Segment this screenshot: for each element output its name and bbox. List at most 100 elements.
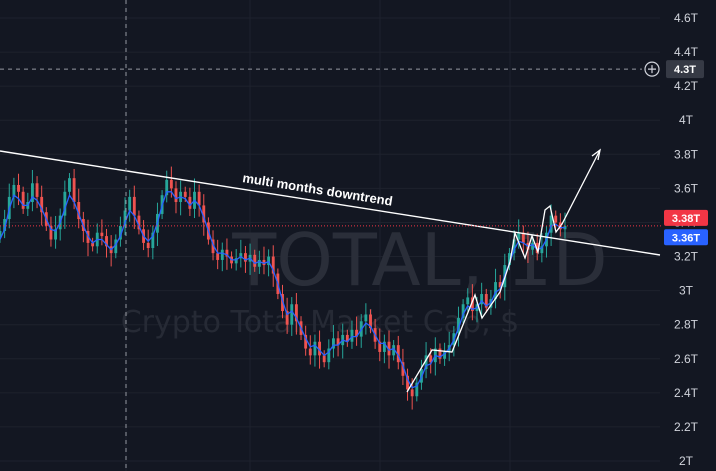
candle-body: [0, 230, 2, 238]
candle-body: [40, 196, 44, 213]
candle-body: [202, 205, 206, 223]
candle-body: [267, 256, 271, 266]
add-alert-plus-icon[interactable]: [644, 61, 660, 77]
candle-body: [35, 183, 39, 197]
candle-body: [253, 254, 257, 267]
candle-body: [304, 334, 308, 349]
candle-body: [387, 341, 391, 356]
candle-body: [257, 259, 261, 267]
crosshair-price-box: [666, 60, 704, 79]
candle-body: [392, 345, 396, 356]
candle-body: [77, 202, 81, 220]
candle-body: [211, 239, 215, 254]
y-tick-label: 4.2T: [674, 79, 699, 93]
candle-body: [498, 282, 502, 288]
candle-body: [137, 215, 141, 230]
candle-body: [480, 294, 484, 305]
y-tick-label: 2T: [679, 454, 694, 468]
candle-body: [188, 196, 192, 209]
plus-icon: [648, 65, 656, 74]
candle-body: [396, 345, 400, 363]
y-tick-label: 3.8T: [674, 147, 699, 161]
candle-body: [3, 219, 7, 231]
zigzag-drawing[interactable]: [406, 149, 601, 393]
y-tick-label: 2.6T: [674, 352, 699, 366]
candle-body: [146, 242, 150, 249]
candle-body: [290, 304, 294, 325]
y-tick-label: 3T: [679, 284, 694, 298]
candle-body: [12, 184, 16, 197]
candle-body: [484, 294, 488, 308]
candle-body: [132, 196, 136, 216]
candle-body: [415, 382, 419, 397]
candle-body: [174, 188, 178, 203]
price-axis[interactable]: 4.6T4.4T4.2T4T3.8T3.6T3.4T3.2T3T2.8T2.6T…: [674, 11, 699, 468]
y-tick-label: 3.6T: [674, 181, 699, 195]
y-tick-label: 2.2T: [674, 420, 699, 434]
candle-body: [470, 297, 474, 312]
candle-body: [332, 338, 335, 349]
candle-body: [244, 253, 247, 262]
candle-body: [49, 225, 53, 240]
y-tick-label: 4.6T: [674, 11, 699, 25]
candle-body: [262, 259, 266, 266]
candle-body: [114, 239, 118, 254]
candle-body: [123, 210, 127, 226]
candle-body: [512, 239, 516, 254]
candle-body: [494, 282, 497, 300]
crosshair-price-text: 4.3T: [674, 64, 696, 76]
candle-body: [336, 338, 340, 346]
candle-body: [54, 229, 58, 240]
candle-body: [165, 179, 169, 196]
y-tick-label: 3.2T: [674, 250, 699, 264]
candle-body: [554, 215, 558, 223]
candle-body: [531, 242, 535, 250]
candle-body: [63, 191, 67, 216]
candle-body: [457, 317, 460, 334]
candle-body: [197, 191, 201, 206]
candle-body: [91, 242, 95, 247]
price-badges: 3.38T 3.36T: [664, 209, 708, 246]
price-badge-label: 3.38T: [672, 213, 700, 225]
candle-body: [401, 362, 405, 376]
arrow-head-icon: [591, 148, 601, 161]
candle-body: [369, 314, 372, 329]
candle-body: [21, 191, 25, 209]
y-tick-label: 2.4T: [674, 386, 699, 400]
candle-body: [234, 258, 238, 264]
candle-body: [225, 249, 229, 257]
crosshair-price-label[interactable]: 4.3T: [644, 60, 704, 79]
watermark-symbol: TOTAL, 1D: [231, 218, 607, 302]
candle-body: [535, 242, 539, 254]
candle-body: [438, 348, 442, 359]
candle-body: [17, 184, 20, 192]
candle-body: [128, 196, 132, 211]
candle-body: [345, 334, 349, 342]
candle-body: [308, 348, 312, 356]
price-badge-label: 3.36T: [672, 232, 700, 244]
candle-body: [68, 178, 71, 192]
candle-body: [540, 246, 544, 254]
candle-body: [30, 183, 34, 203]
moving-average-line: [0, 191, 565, 389]
candle-body: [285, 311, 289, 325]
candle-body: [378, 341, 382, 352]
candle-body: [100, 232, 104, 237]
candle-body: [151, 232, 155, 249]
candle-body: [183, 191, 187, 197]
downtrend-line[interactable]: [0, 150, 661, 256]
candle-body: [216, 253, 220, 260]
candle-body: [364, 314, 368, 322]
candle-body: [424, 355, 428, 369]
price-badge: [664, 229, 708, 246]
candle-body: [322, 355, 326, 363]
candle-body: [327, 348, 331, 363]
candle-body: [410, 389, 414, 397]
candle-body: [318, 341, 321, 356]
candle-body: [355, 329, 359, 337]
candle-body: [489, 299, 493, 308]
candle-body: [271, 256, 275, 274]
candle-body: [549, 215, 553, 233]
candle-body: [169, 179, 173, 189]
